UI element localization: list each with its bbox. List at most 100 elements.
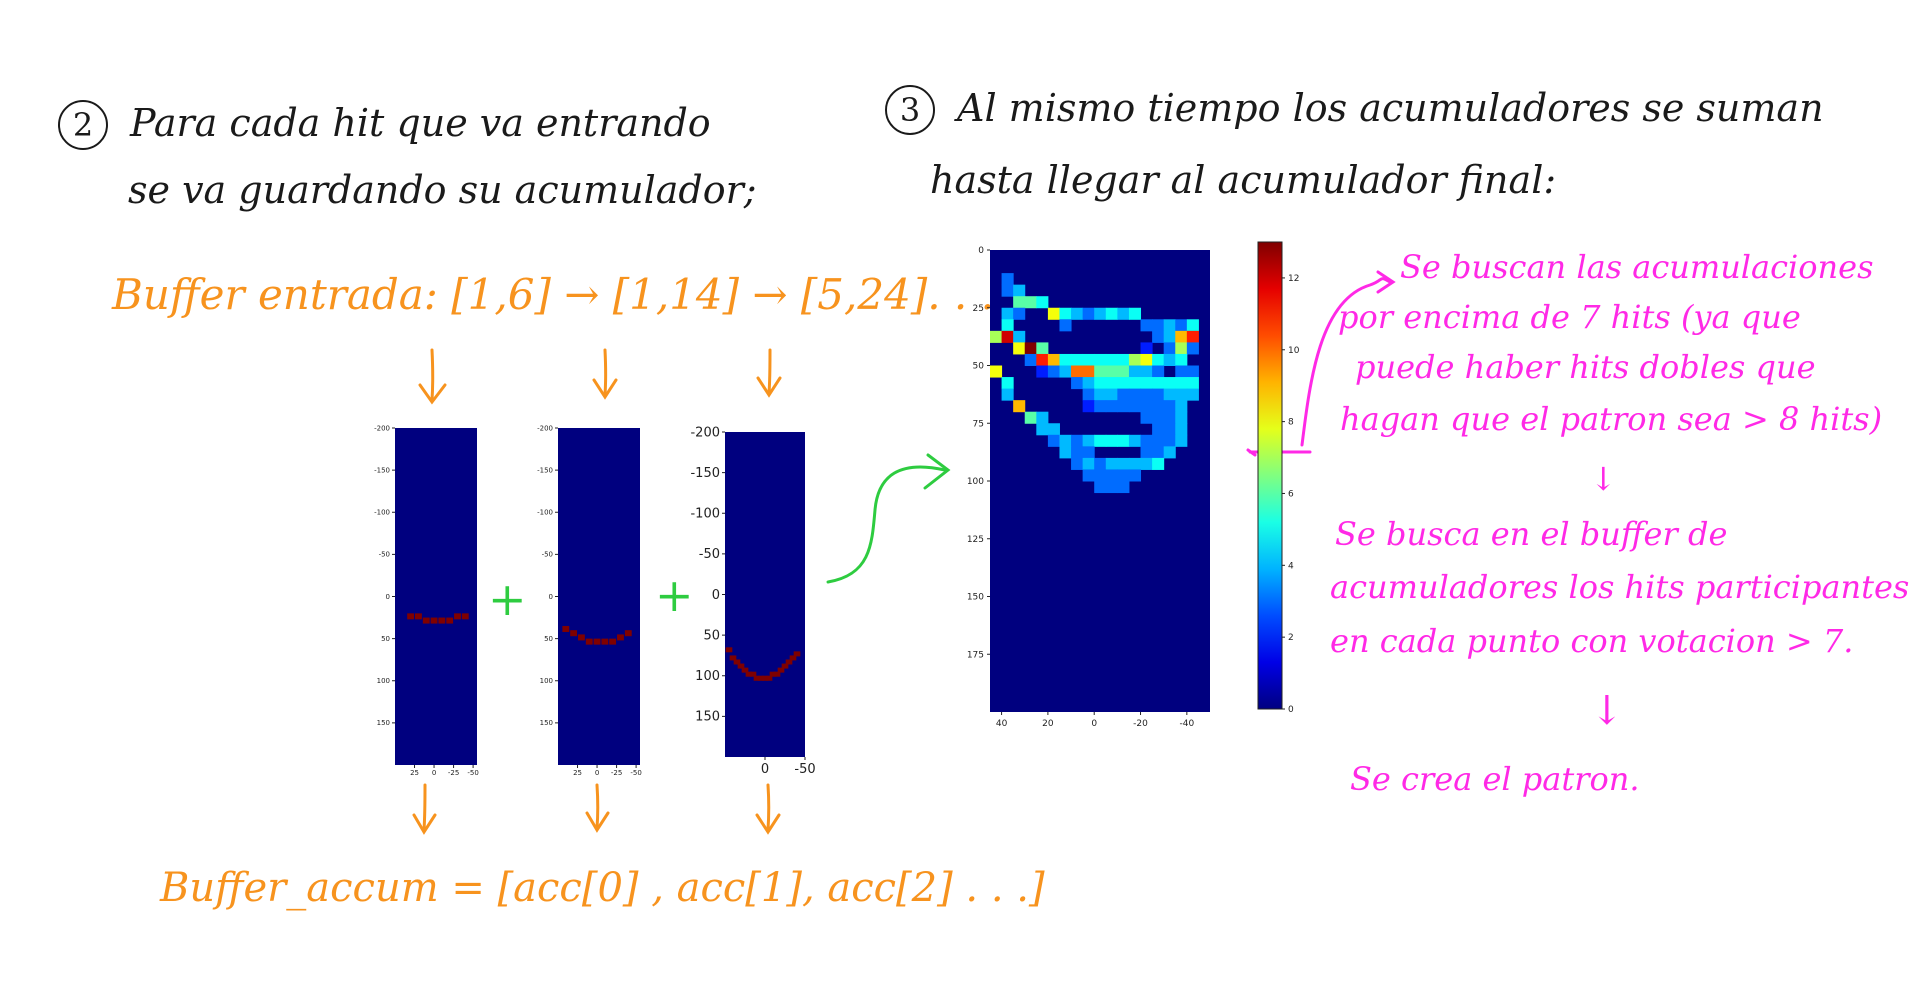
y-tick-label: 75 <box>973 419 984 429</box>
heatmap-cell <box>1013 330 1026 343</box>
heatmap-cell <box>1152 377 1165 390</box>
y-tick-label: 0 <box>978 246 984 256</box>
heatmap-cell <box>1163 446 1176 459</box>
heatmap-cell <box>1163 388 1176 401</box>
pink-arrow-head <box>1376 270 1396 294</box>
heatmap-cell <box>1128 365 1142 378</box>
heatmap-cell <box>1059 434 1072 447</box>
heatmap-cell <box>1105 353 1118 366</box>
orange-arrow-down-6 <box>766 783 771 832</box>
heatmap-cell <box>1117 377 1130 390</box>
y-tick-label: 100 <box>540 677 553 685</box>
heatmap-cell <box>1152 353 1165 366</box>
heatmap-cell <box>1059 446 1072 459</box>
accumulator-plot-2: -200 -150 -100 -50 0 50 100 150 25 0 -25 -50 <box>537 424 642 777</box>
step2-number: 2 <box>58 100 108 150</box>
heatmap-cell <box>1140 365 1153 378</box>
accumulator-plot-3: -200 -150 -100 -50 0 50 100 150 0 -50 <box>690 425 815 777</box>
heatmap-cell <box>990 330 1003 343</box>
hit-cell <box>729 655 737 661</box>
heatmap-cell <box>1105 365 1118 378</box>
heatmap-cell <box>1163 411 1176 424</box>
x-tick-label: 0 <box>595 769 599 777</box>
hit-cell <box>585 638 593 645</box>
heatmap-cell <box>1071 457 1084 470</box>
y-tick-label: -200 <box>537 424 553 432</box>
heatmap-cell <box>1186 365 1199 378</box>
hit-cell <box>407 613 415 620</box>
colorbar-tick-label: 10 <box>1288 346 1300 356</box>
heatmap-cell <box>1163 342 1176 355</box>
heatmap-cell <box>1163 377 1176 390</box>
hit-cell <box>446 617 454 624</box>
y-tick-label: -150 <box>374 466 390 474</box>
heatmap-cell <box>1152 446 1165 459</box>
heatmap-cell <box>1163 434 1176 447</box>
step3-text1: Al mismo tiempo los acumuladores se suma… <box>957 86 1824 130</box>
y-tick-label: 150 <box>540 719 553 727</box>
hit-cell <box>781 663 789 669</box>
hit-cell <box>617 634 624 641</box>
heatmap-cell <box>1175 330 1188 343</box>
y-tick-label: -50 <box>379 551 390 559</box>
heatmap-cell <box>1082 457 1095 470</box>
orange-arrow-head-5 <box>585 811 610 833</box>
plus-sign-1: + <box>488 572 527 626</box>
heatmap-cell <box>1128 388 1142 401</box>
heatmap-cell <box>1082 307 1095 320</box>
heatmap-cell <box>1175 411 1188 424</box>
hit-cell <box>765 675 773 681</box>
hit-cell <box>769 671 777 677</box>
y-tick-label: 0 <box>549 593 553 601</box>
hit-cell <box>578 634 585 641</box>
heatmap-cell <box>1105 481 1118 494</box>
heatmap-cell <box>1128 353 1142 366</box>
hit-cell <box>741 667 749 673</box>
orange-arrow-down-3 <box>767 348 772 395</box>
heatmap-cell <box>1094 388 1107 401</box>
heatmap-cell <box>1105 469 1118 482</box>
y-tick-label: 25 <box>973 304 984 314</box>
heatmap-cell <box>1140 411 1153 424</box>
heatmap-cell <box>1117 434 1130 447</box>
note-2-line-3: en cada punto con votacion > 7. <box>1330 622 1854 660</box>
hit-cell <box>773 671 781 677</box>
heatmap-cell <box>1001 319 1014 332</box>
heatmap-cell <box>1175 423 1188 436</box>
colorbar-tick-label: 0 <box>1288 705 1294 715</box>
heatmap-cell <box>1036 423 1049 436</box>
y-tick-label: -100 <box>374 509 390 517</box>
heatmap-cell <box>1152 388 1165 401</box>
heatmap-cell <box>1094 365 1107 378</box>
heatmap-cell <box>1036 342 1049 355</box>
plot-area <box>395 428 477 765</box>
hit-cell <box>761 675 769 681</box>
heatmap-cell <box>1163 319 1176 332</box>
heatmap-cell <box>1059 307 1072 320</box>
y-tick-label: 50 <box>703 628 720 643</box>
heatmap-cell <box>1094 400 1107 413</box>
heatmap-cell <box>1047 434 1060 447</box>
heatmap-cell <box>1024 411 1037 424</box>
step3-line1: 3 Al mismo tiempo los acumuladores se sum… <box>885 85 1824 135</box>
y-tick-label: 100 <box>377 677 390 685</box>
heatmap-cell <box>1140 457 1153 470</box>
y-tick-label: -200 <box>690 425 720 440</box>
hit-cell <box>461 613 469 620</box>
heatmap-cell <box>1152 330 1165 343</box>
heatmap-cell <box>1163 400 1176 413</box>
heatmap-cell <box>1071 446 1084 459</box>
heatmap-cell <box>1082 365 1095 378</box>
heatmap-cell <box>1105 388 1118 401</box>
heatmap-cell <box>1186 342 1199 355</box>
heatmap-cell <box>1152 365 1165 378</box>
y-tick-label: 150 <box>377 719 390 727</box>
heatmap-cell <box>1128 400 1142 413</box>
heatmap-cell <box>1082 446 1095 459</box>
orange-arrow-head-3 <box>756 376 782 398</box>
hit-cell <box>737 663 745 669</box>
colorbar-tick-label: 2 <box>1288 633 1294 643</box>
note-1-line-1: Se buscan las acumulaciones <box>1400 248 1874 286</box>
y-tick-label: 50 <box>544 635 553 643</box>
heatmap-cell <box>1128 457 1142 470</box>
